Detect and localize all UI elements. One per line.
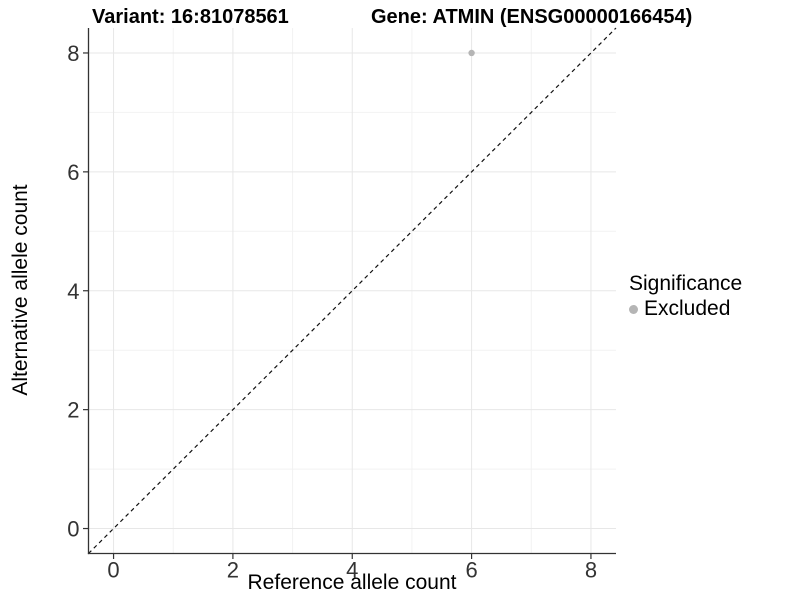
legend-entry-label: Excluded xyxy=(644,297,731,320)
legend-entry-excluded: Excluded xyxy=(629,297,742,321)
x-tick-label: 2 xyxy=(227,558,239,583)
x-tick-label: 0 xyxy=(107,558,119,583)
data-point xyxy=(468,49,475,57)
legend-title: Significance xyxy=(629,272,743,295)
x-tick-label: 4 xyxy=(346,558,358,583)
x-axis-title: Reference allele count xyxy=(247,571,457,594)
y-tick-label: 8 xyxy=(67,41,79,66)
x-tick-label: 6 xyxy=(465,558,477,583)
y-tick-label: 6 xyxy=(67,160,79,185)
legend: Significance Excluded xyxy=(629,271,742,321)
y-tick-label: 4 xyxy=(67,279,79,304)
gene-title: Gene: ATMIN (ENSG00000166454) xyxy=(371,6,693,28)
excluded-point-icon xyxy=(629,304,638,314)
y-tick-label: 0 xyxy=(67,517,79,542)
y-tick-label: 2 xyxy=(67,398,79,423)
variant-title: Variant: 16:81078561 xyxy=(92,6,289,28)
x-tick-label: 8 xyxy=(585,558,597,583)
y-axis-title: Alternative allele count xyxy=(9,184,32,396)
